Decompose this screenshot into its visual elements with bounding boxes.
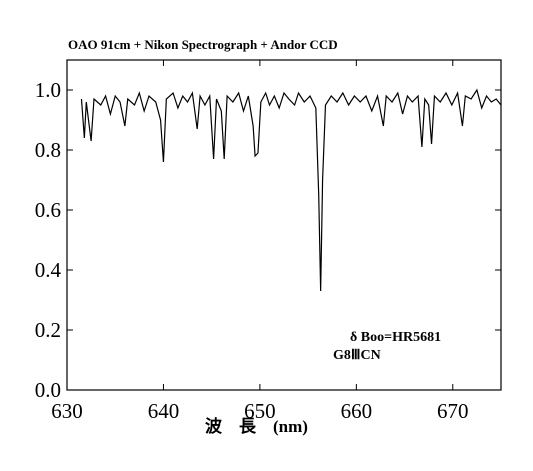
y-tick-label: 0.2 <box>35 318 61 342</box>
x-tick-label: 650 <box>244 399 276 423</box>
x-tick-label: 660 <box>341 399 373 423</box>
x-tick-label: 640 <box>148 399 180 423</box>
y-tick-label: 1.0 <box>35 78 61 102</box>
annotation: G8ⅢCN <box>333 348 381 363</box>
chart-title: OAO 91cm + Nikon Spectrograph + Andor CC… <box>68 37 338 52</box>
plot-frame <box>66 59 502 391</box>
spectrum-line <box>80 88 502 292</box>
y-tick-label: 0.6 <box>35 198 61 222</box>
x-tick-label: 670 <box>437 399 469 423</box>
y-tick-label: 0.4 <box>35 258 62 282</box>
y-tick-label: 0.0 <box>35 378 61 402</box>
annotation: δ Boo=HR5681 <box>350 330 441 345</box>
y-tick-label: 0.8 <box>35 138 61 162</box>
x-tick-label: 630 <box>51 399 83 423</box>
x-axis-label: 波 長 (nm) <box>205 416 308 436</box>
